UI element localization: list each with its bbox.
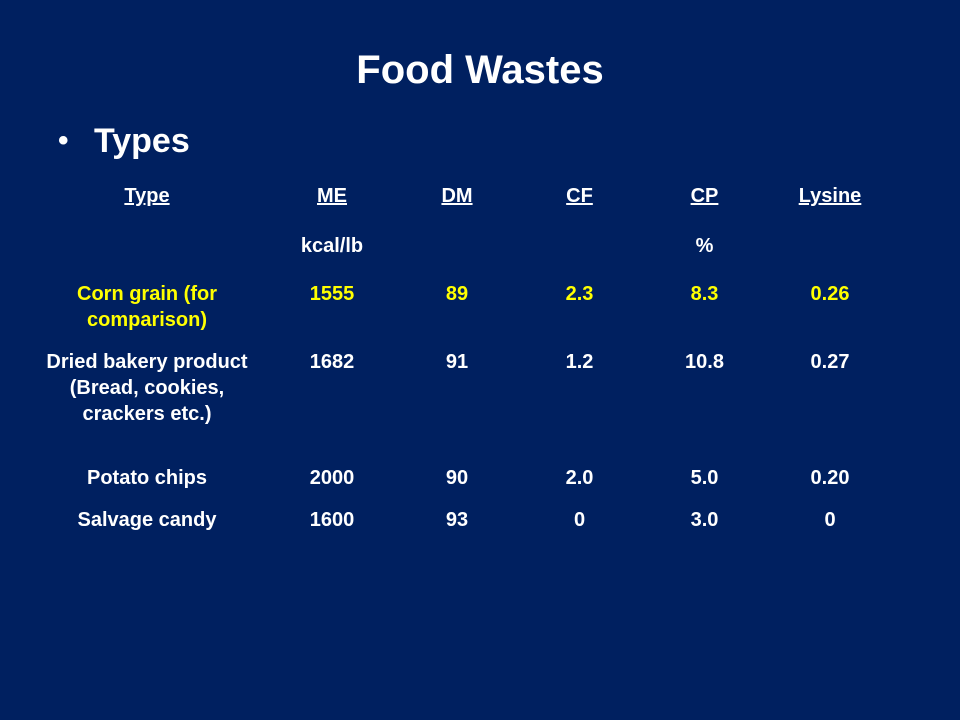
cell-cf: 2.0 bbox=[565, 467, 594, 489]
unit-cell bbox=[397, 219, 517, 273]
header-me: ME bbox=[317, 185, 347, 207]
table-row: Potato chips 2000 90 2.0 5.0 0.20 bbox=[27, 457, 893, 499]
bullet-text: Types bbox=[94, 121, 190, 160]
row-label: Potato chips bbox=[86, 467, 207, 489]
unit-cell: kcal/lb bbox=[300, 235, 364, 257]
cell-cp: 3.0 bbox=[690, 509, 719, 531]
cell-lysine: 0.20 bbox=[810, 467, 850, 489]
cell-me: 1682 bbox=[309, 351, 355, 373]
row-label: Dried bakery product (Bread, cookies, cr… bbox=[46, 351, 248, 425]
header-lysine: Lysine bbox=[798, 185, 862, 207]
cell-cp: 8.3 bbox=[690, 283, 719, 305]
table-row: Salvage candy 1600 93 0 3.0 0 bbox=[27, 499, 893, 541]
cell-me: 2000 bbox=[309, 467, 355, 489]
row-label: Corn grain (for comparison) bbox=[77, 283, 217, 331]
cell-lysine: 0 bbox=[824, 509, 836, 531]
table-row: Dried bakery product (Bread, cookies, cr… bbox=[27, 341, 893, 457]
cell-lysine: 0.26 bbox=[810, 283, 850, 305]
cell-cp: 10.8 bbox=[685, 351, 724, 373]
table-units-row: kcal/lb % bbox=[27, 219, 893, 273]
cell-dm: 93 bbox=[445, 509, 469, 531]
bullet-item: • Types bbox=[58, 118, 190, 164]
cell-cf: 2.3 bbox=[565, 283, 594, 305]
cell-cp: 5.0 bbox=[690, 467, 719, 489]
slide-title: Food Wastes bbox=[356, 48, 604, 92]
cell-lysine: 0.27 bbox=[810, 351, 850, 373]
cell-cf: 0 bbox=[573, 509, 586, 531]
row-label: Salvage candy bbox=[77, 509, 217, 531]
cell-dm: 90 bbox=[445, 467, 469, 489]
header-cp: CP bbox=[690, 185, 719, 207]
cell-dm: 91 bbox=[445, 351, 469, 373]
unit-cell: % bbox=[695, 235, 714, 257]
unit-cell bbox=[517, 219, 642, 273]
unit-cell bbox=[27, 219, 267, 273]
table-row: Corn grain (for comparison) 1555 89 2.3 … bbox=[27, 273, 893, 341]
table-header-row: Type ME DM CF CP Lysine bbox=[27, 175, 893, 219]
cell-cf: 1.2 bbox=[565, 351, 594, 373]
cell-dm: 89 bbox=[445, 283, 469, 305]
header-cf: CF bbox=[566, 185, 593, 207]
unit-cell bbox=[767, 219, 893, 273]
nutrient-table: Type ME DM CF CP Lysine kcal/lb % Corn g… bbox=[27, 175, 893, 541]
header-dm: DM bbox=[441, 185, 473, 207]
cell-me: 1600 bbox=[309, 509, 355, 531]
header-type: Type bbox=[124, 185, 170, 207]
bullet-dot-icon: • bbox=[58, 124, 69, 157]
cell-me: 1555 bbox=[309, 283, 355, 305]
